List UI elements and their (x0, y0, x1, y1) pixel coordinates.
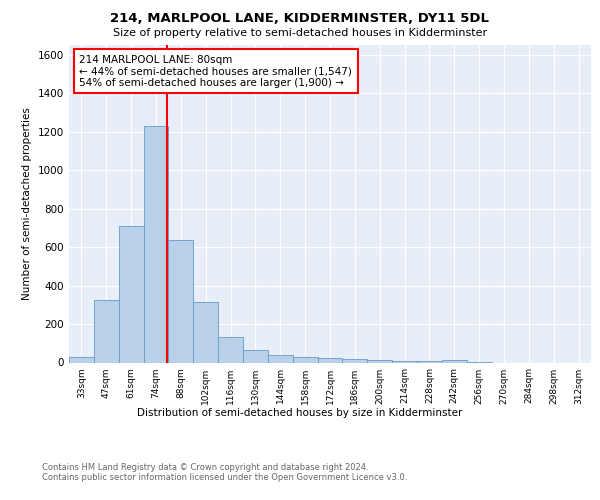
Bar (169, 240, 193, 362)
Text: Size of property relative to semi-detached houses in Kidderminster: Size of property relative to semi-detach… (113, 28, 487, 38)
Bar (367, 360, 392, 362)
Bar (69, 356, 94, 362)
Bar (317, 358, 343, 362)
Text: Contains HM Land Registry data © Crown copyright and database right 2024.
Contai: Contains HM Land Registry data © Crown c… (42, 462, 407, 482)
Bar (343, 359, 367, 362)
Text: Distribution of semi-detached houses by size in Kidderminster: Distribution of semi-detached houses by … (137, 408, 463, 418)
Y-axis label: Number of semi-detached properties: Number of semi-detached properties (22, 108, 32, 300)
Bar (392, 360, 417, 362)
Text: 214 MARLPOOL LANE: 80sqm
← 44% of semi-detached houses are smaller (1,547)
54% o: 214 MARLPOOL LANE: 80sqm ← 44% of semi-d… (79, 54, 352, 88)
Bar (243, 350, 268, 362)
Bar (442, 360, 467, 362)
Bar (94, 300, 119, 362)
Bar (417, 361, 442, 362)
Bar (293, 357, 317, 362)
Bar (143, 126, 169, 362)
Text: 214, MARLPOOL LANE, KIDDERMINSTER, DY11 5DL: 214, MARLPOOL LANE, KIDDERMINSTER, DY11 … (110, 12, 490, 26)
Bar (268, 355, 293, 362)
Bar (119, 226, 143, 362)
Bar (218, 338, 243, 362)
Bar (193, 302, 218, 362)
